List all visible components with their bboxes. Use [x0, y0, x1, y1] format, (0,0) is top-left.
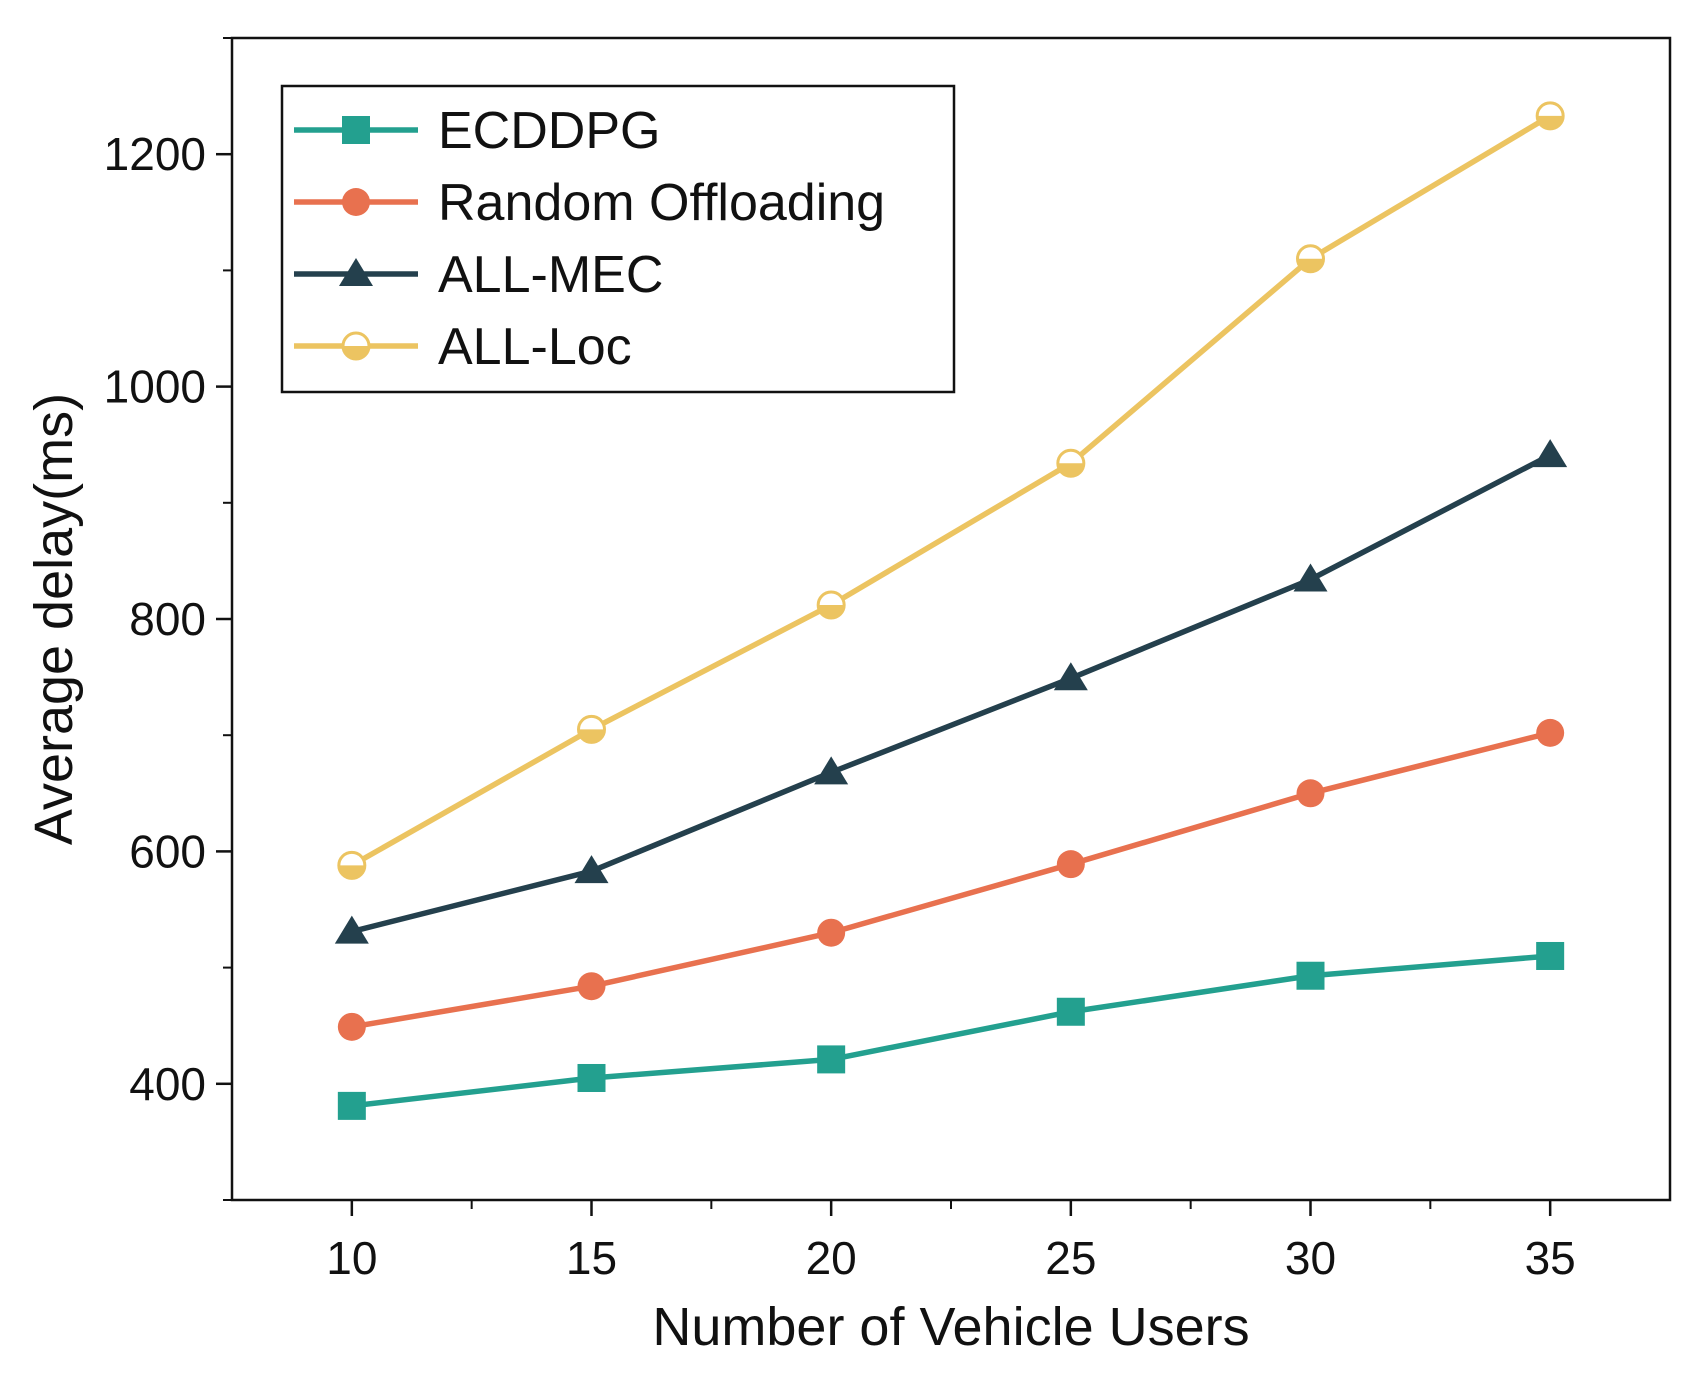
- x-tick-label: 30: [1285, 1232, 1336, 1284]
- data-point-all-mec: [1053, 662, 1088, 691]
- legend-label-all-loc: ALL-Loc: [438, 318, 632, 376]
- data-point-all-loc: [337, 850, 367, 880]
- data-point-all-loc-fill: [1057, 463, 1084, 477]
- y-tick-label: 600: [129, 825, 206, 877]
- legend: ECDDPG Random Offloading ALL-MEC ALL-Loc: [280, 84, 956, 394]
- series-line-all-mec: [351, 452, 1552, 935]
- x-tick-label: 10: [326, 1232, 377, 1284]
- data-point-random-offloading: [1296, 779, 1325, 808]
- data-point-all-loc: [1056, 448, 1086, 478]
- data-point-all-loc: [1535, 101, 1565, 131]
- x-tick-label: 35: [1525, 1232, 1576, 1284]
- legend-box: [280, 84, 956, 394]
- y-tick-label: 800: [129, 593, 206, 645]
- data-point-all-loc-fill: [1297, 258, 1324, 272]
- legend-label-random-offloading: Random Offloading: [438, 174, 885, 232]
- x-tick-label: 15: [566, 1232, 617, 1284]
- y-axis-title: Average delay(ms): [24, 393, 84, 845]
- data-point-all-mec: [1533, 439, 1568, 468]
- data-point-all-loc-fill: [1537, 115, 1564, 129]
- data-point-random-offloading: [1056, 850, 1085, 879]
- data-point-all-mec: [334, 915, 369, 944]
- legend-marker-ecddpg: [342, 116, 370, 144]
- data-point-random-offloading: [1536, 718, 1565, 747]
- data-point-ecddpg: [1536, 941, 1565, 970]
- series-line-random-offloading: [351, 730, 1551, 1030]
- data-point-all-loc: [816, 590, 846, 620]
- y-tick-label: 400: [129, 1058, 206, 1110]
- x-axis-title: Number of Vehicle Users: [652, 1297, 1249, 1357]
- data-point-ecddpg: [1056, 997, 1085, 1026]
- data-point-all-loc-fill: [818, 605, 845, 619]
- legend-marker-all-loc: [341, 331, 371, 361]
- data-point-all-loc: [577, 714, 606, 744]
- data-point-ecddpg: [817, 1045, 846, 1074]
- data-point-all-mec: [1293, 563, 1328, 592]
- data-point-ecddpg: [337, 1091, 366, 1120]
- data-point-ecddpg: [577, 1063, 606, 1092]
- legend-label-ecddpg: ECDDPG: [438, 102, 660, 160]
- legend-marker-all-mec: [339, 258, 373, 286]
- legend-label-all-mec: ALL-MEC: [438, 246, 663, 304]
- legend-marker-random-offloading: [342, 188, 370, 216]
- plot-layer: 10 15 20 25 30 35 400 600 800 1000 1200: [104, 36, 1672, 1284]
- data-point-all-loc: [1296, 244, 1325, 274]
- data-point-all-loc-fill: [338, 865, 365, 879]
- data-point-random-offloading: [337, 1012, 366, 1041]
- data-point-random-offloading: [817, 918, 846, 947]
- data-point-ecddpg: [1296, 961, 1325, 990]
- y-tick-label: 1000: [104, 361, 206, 413]
- data-point-all-mec: [814, 756, 849, 785]
- data-point-random-offloading: [577, 972, 606, 1001]
- series-line-ecddpg: [351, 953, 1551, 1109]
- y-tick-label: 1200: [104, 128, 206, 180]
- x-tick-label: 25: [1045, 1232, 1096, 1284]
- data-point-all-loc-fill: [578, 729, 605, 743]
- x-tick-label: 20: [806, 1232, 857, 1284]
- data-point-all-mec: [574, 855, 609, 884]
- legend-marker-all-loc-fill: [343, 346, 369, 359]
- series-line-all-loc: [350, 113, 1552, 868]
